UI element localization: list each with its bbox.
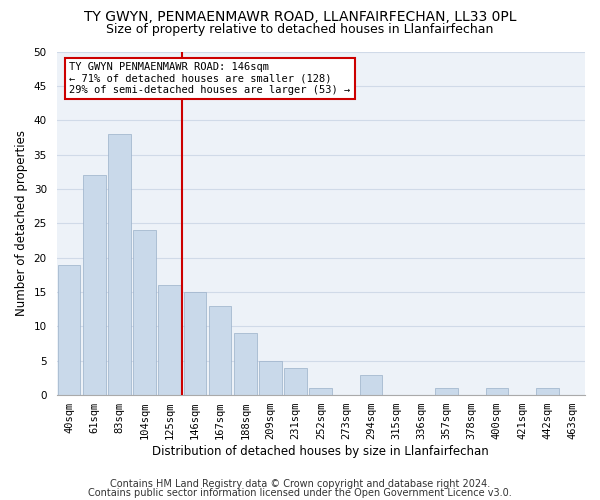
Bar [310, 388, 332, 395]
Bar [83, 175, 106, 395]
Bar [108, 134, 131, 395]
Bar [360, 374, 382, 395]
Bar [209, 306, 232, 395]
Bar [284, 368, 307, 395]
Bar [234, 334, 257, 395]
Y-axis label: Number of detached properties: Number of detached properties [15, 130, 28, 316]
Bar [58, 264, 80, 395]
Bar [184, 292, 206, 395]
Bar [485, 388, 508, 395]
Text: Contains HM Land Registry data © Crown copyright and database right 2024.: Contains HM Land Registry data © Crown c… [110, 479, 490, 489]
Bar [435, 388, 458, 395]
Bar [158, 285, 181, 395]
Text: TY GWYN, PENMAENMAWR ROAD, LLANFAIRFECHAN, LL33 0PL: TY GWYN, PENMAENMAWR ROAD, LLANFAIRFECHA… [84, 10, 516, 24]
Text: TY GWYN PENMAENMAWR ROAD: 146sqm
← 71% of detached houses are smaller (128)
29% : TY GWYN PENMAENMAWR ROAD: 146sqm ← 71% o… [70, 62, 350, 95]
X-axis label: Distribution of detached houses by size in Llanfairfechan: Distribution of detached houses by size … [152, 444, 489, 458]
Bar [536, 388, 559, 395]
Text: Contains public sector information licensed under the Open Government Licence v3: Contains public sector information licen… [88, 488, 512, 498]
Bar [133, 230, 156, 395]
Text: Size of property relative to detached houses in Llanfairfechan: Size of property relative to detached ho… [106, 22, 494, 36]
Bar [259, 361, 282, 395]
